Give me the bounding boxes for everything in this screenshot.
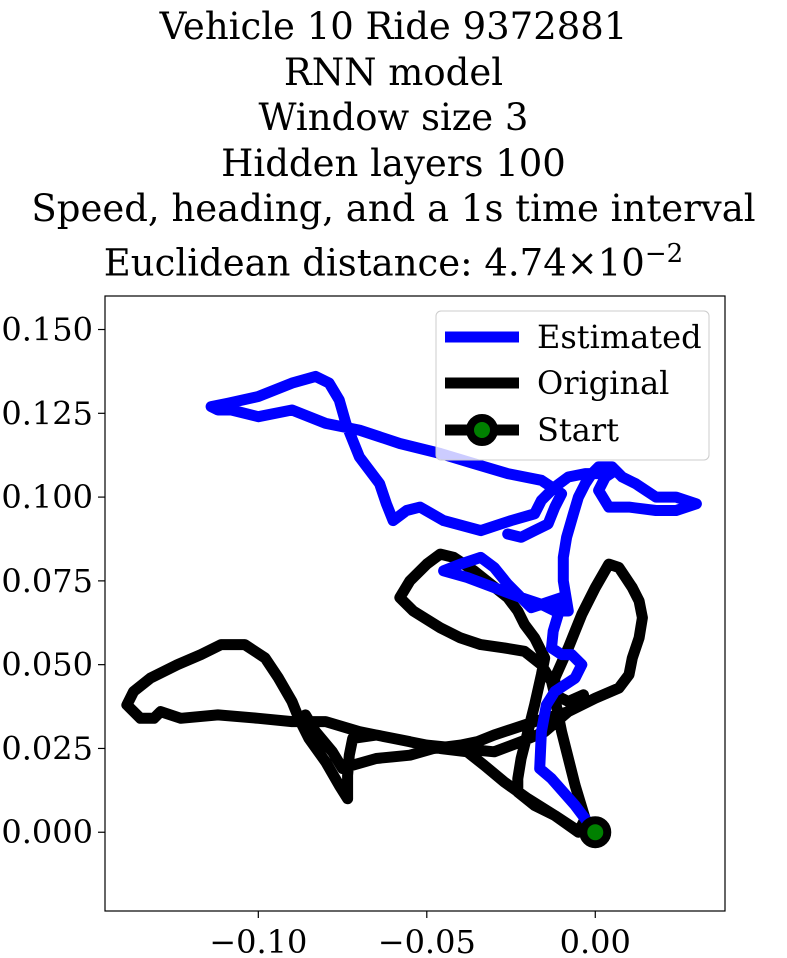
y-axis: 0.000 0.025 0.050 0.075 0.100 0.125 0.150 xyxy=(1,311,105,851)
title-distance-exponent: −2 xyxy=(644,238,684,269)
title-distance-times: × xyxy=(566,240,598,284)
legend-box xyxy=(435,310,710,461)
legend-swatch-start-marker xyxy=(466,414,498,446)
start-layer xyxy=(579,816,612,849)
y-tick-label: 0.000 xyxy=(1,813,93,851)
x-tick-label: −0.10 xyxy=(209,923,307,958)
y-tick-label: 0.150 xyxy=(1,311,93,349)
title-line-window: Window size 3 xyxy=(258,96,529,139)
start-marker xyxy=(579,816,612,849)
title-line-distance: Euclidean distance: 4.74×10−2 xyxy=(0,232,787,286)
title-line-vehicle: Vehicle 10 Ride 9372881 xyxy=(159,5,628,48)
plot-frame xyxy=(104,295,726,912)
y-tick-label: 0.075 xyxy=(1,562,93,600)
plot-lines xyxy=(121,370,702,838)
title-line-model: RNN model xyxy=(283,50,504,94)
y-tick-label: 0.100 xyxy=(1,478,93,516)
title-line-inputs: Speed, heading, and a 1s time interval xyxy=(31,187,756,230)
title-distance-prefix: Euclidean distance: 4.74 xyxy=(103,240,567,284)
series-line-original xyxy=(121,548,648,838)
y-tick-label: 0.125 xyxy=(1,394,93,432)
x-axis: −0.10 −0.05 0.00 xyxy=(209,911,631,958)
x-tick-label: 0.00 xyxy=(560,923,631,958)
y-tick-label: 0.025 xyxy=(1,729,93,767)
chart-title: Vehicle 10 Ride 9372881 RNN model Window… xyxy=(0,4,787,285)
legend-label-original: Original xyxy=(537,364,669,402)
legend-label-start: Start xyxy=(537,411,619,449)
title-distance-base: 10 xyxy=(597,240,645,284)
legend: Estimated Original Start xyxy=(435,310,710,461)
series-line-estimated xyxy=(205,370,702,838)
title-line-hidden: Hidden layers 100 xyxy=(221,141,566,185)
legend-label-estimated: Estimated xyxy=(537,318,702,356)
x-tick-label: −0.05 xyxy=(378,923,476,958)
y-tick-label: 0.050 xyxy=(1,646,93,684)
